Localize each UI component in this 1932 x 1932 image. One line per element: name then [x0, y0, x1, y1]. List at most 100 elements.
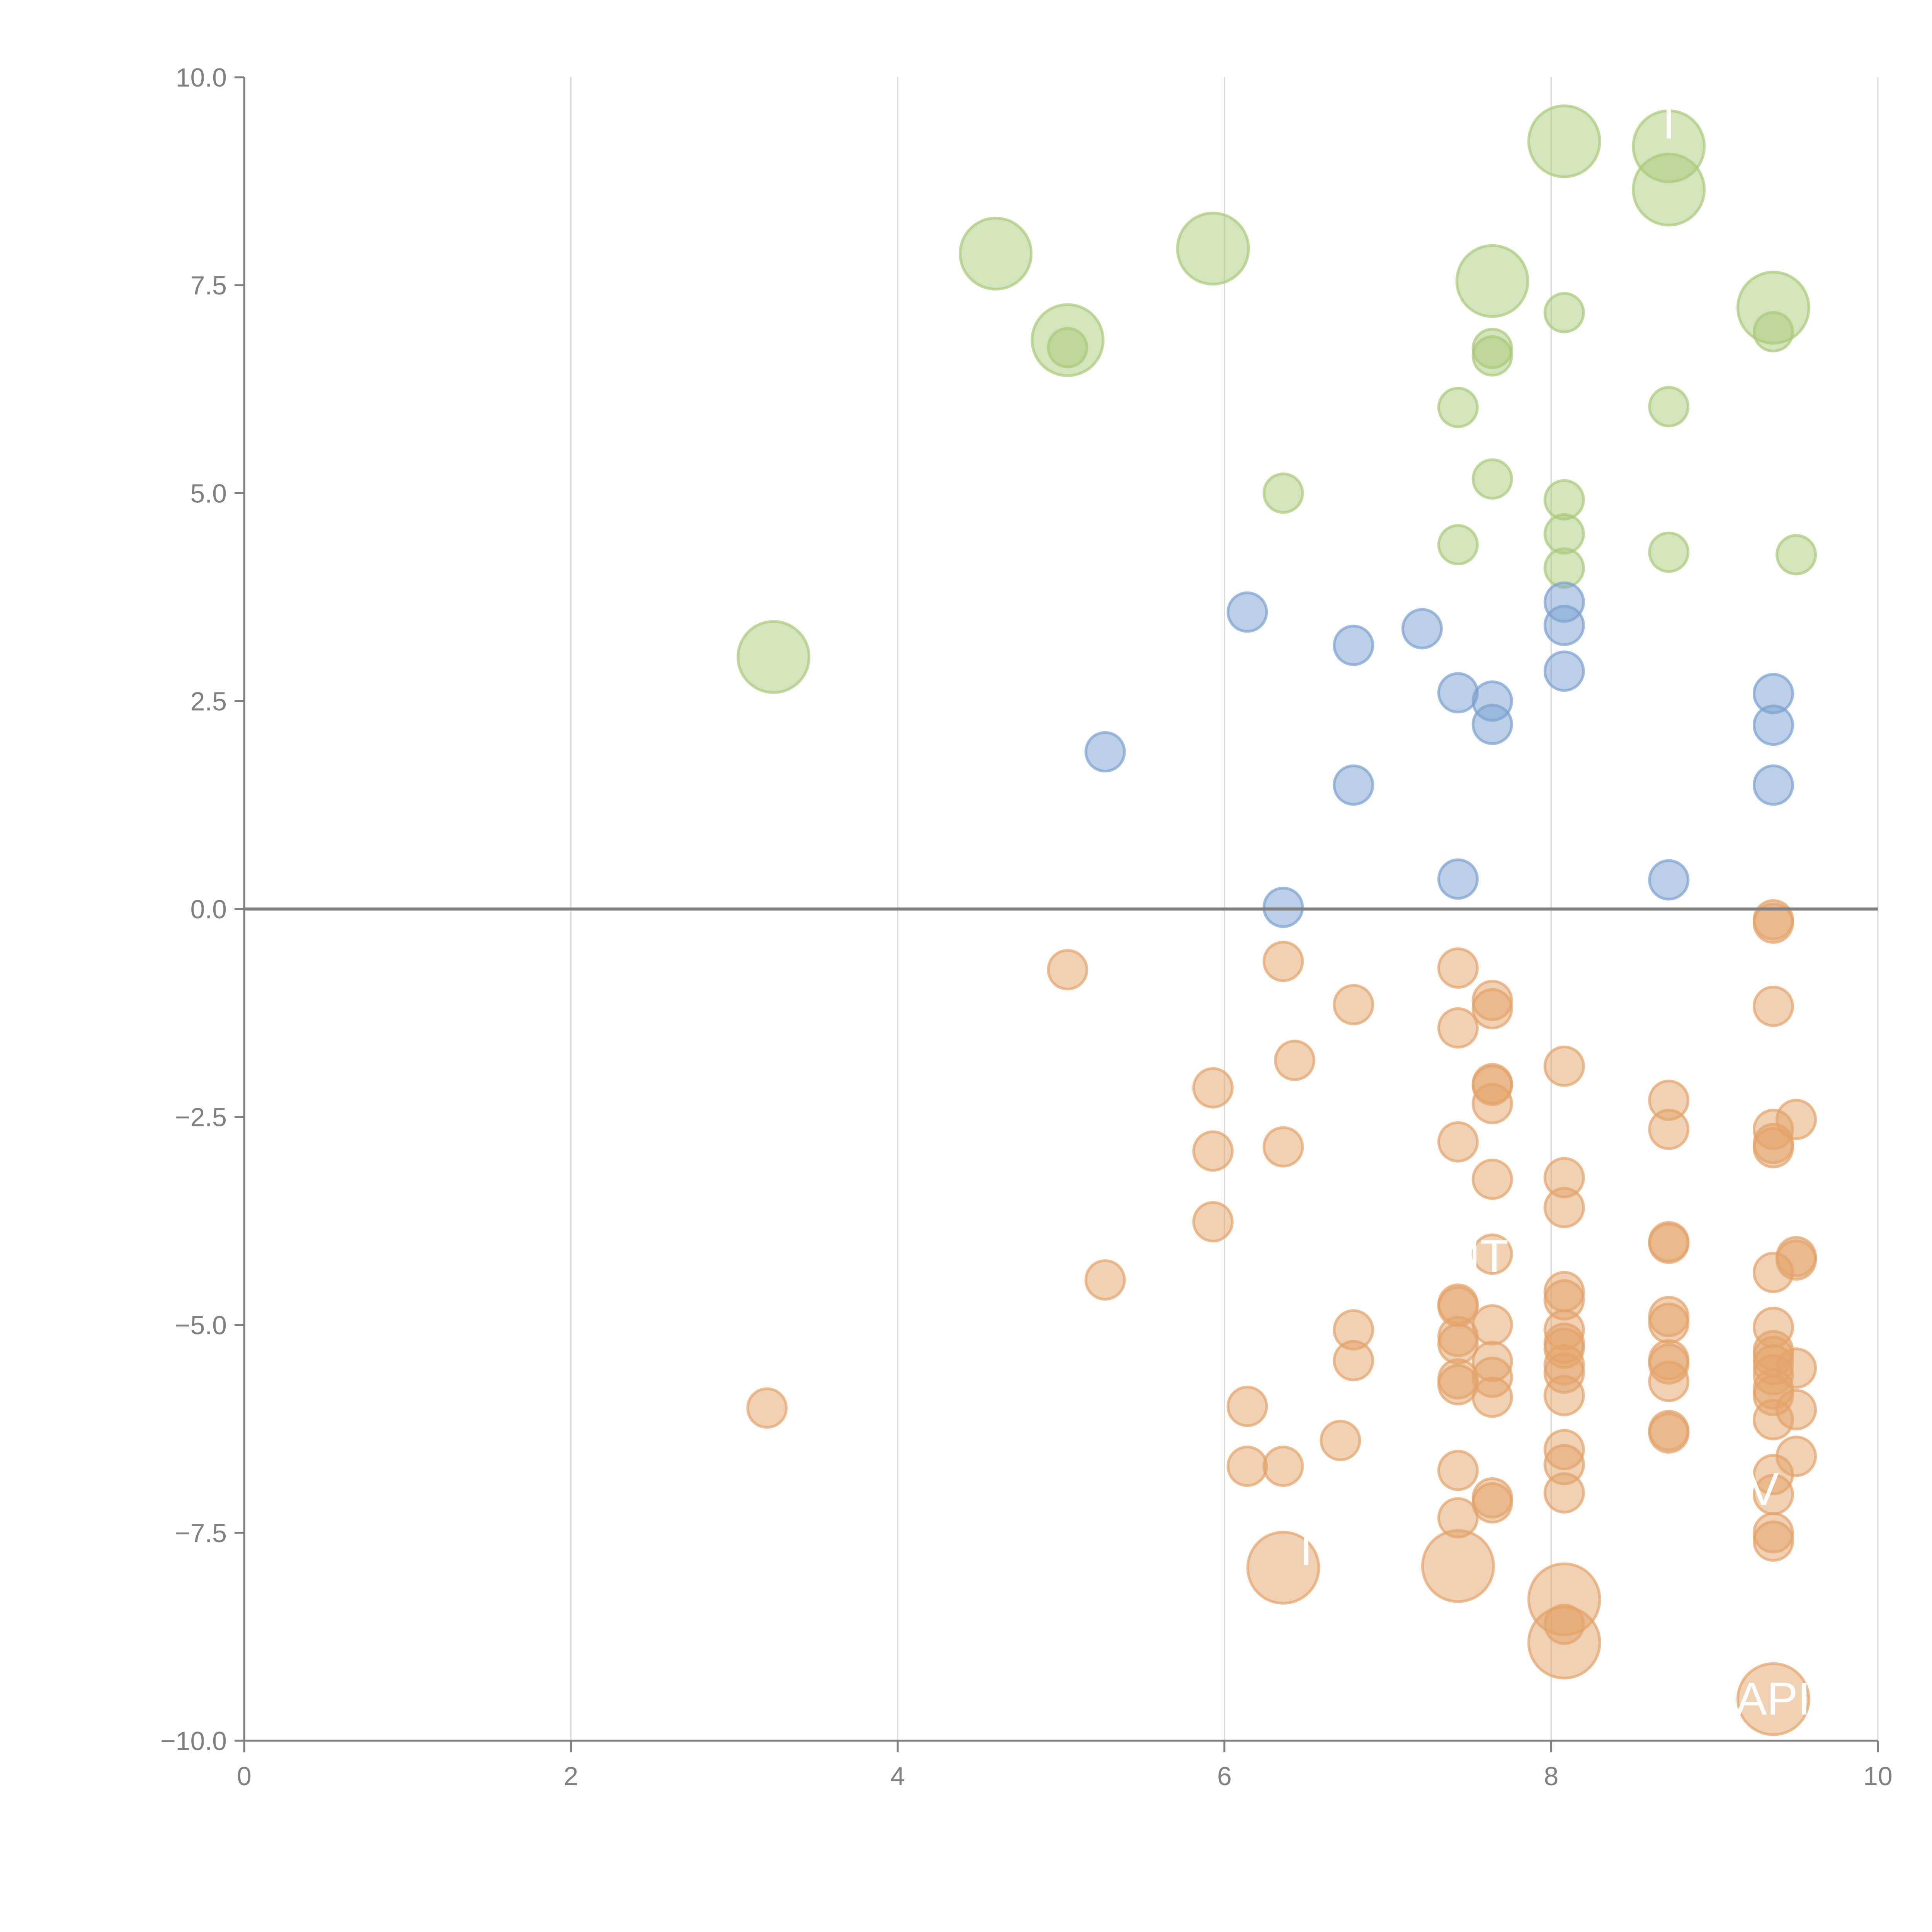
bubble-orange-11 — [1543, 1045, 1585, 1087]
bubble-orange-92 — [1421, 1529, 1495, 1603]
y-tick-label: 7.5 — [190, 271, 227, 300]
bubble-green-5 — [1455, 244, 1529, 318]
bubble-annotation-3: I — [1300, 1523, 1313, 1575]
bubble-green-12 — [1047, 327, 1088, 369]
x-tick-label: 8 — [1544, 1762, 1558, 1791]
bubble-orange-75 — [1320, 1420, 1361, 1461]
bubble-blue-16 — [1262, 886, 1304, 928]
bubble-green-4 — [1176, 211, 1250, 286]
bubble-orange-83 — [1543, 1472, 1585, 1514]
x-tick-label: 2 — [564, 1762, 578, 1791]
y-tick-label: 5.0 — [190, 479, 227, 508]
bubble-blue-5 — [1543, 650, 1585, 692]
bubble-green-11 — [1471, 335, 1513, 377]
bubble-orange-34 — [1752, 1252, 1794, 1293]
bubble-orange-42 — [1471, 1304, 1513, 1346]
bubble-orange-12 — [1192, 1067, 1234, 1109]
bubble-blue-14 — [1437, 858, 1479, 900]
bubble-blue-9 — [1471, 704, 1513, 745]
bubble-green-13 — [1752, 311, 1794, 353]
bubble-orange-15 — [1471, 1083, 1513, 1124]
bubble-orange-27 — [1543, 1187, 1585, 1228]
bubble-orange-24 — [1192, 1130, 1234, 1172]
y-tick-label: 0.0 — [190, 895, 227, 924]
bubble-green-21 — [1648, 531, 1690, 573]
bubble-green-3 — [959, 216, 1033, 291]
bubble-orange-23 — [1262, 1126, 1304, 1168]
bubble-orange-91 — [1246, 1531, 1320, 1605]
y-tick-label: −2.5 — [175, 1103, 227, 1132]
bubble-blue-6 — [1437, 672, 1479, 714]
bubble-orange-35 — [1084, 1259, 1126, 1301]
bubble-orange-8 — [1752, 985, 1794, 1027]
bubble-orange-69 — [1226, 1386, 1268, 1427]
bubble-orange-86 — [1471, 1482, 1513, 1524]
bubble-orange-6 — [1471, 988, 1513, 1030]
y-tick-label: 10.0 — [176, 63, 227, 92]
bubble-green-22 — [1776, 534, 1817, 576]
bubble-blue-12 — [1333, 764, 1374, 806]
bubble-annotation-5: API — [1736, 1673, 1811, 1725]
bubble-orange-22 — [1437, 1121, 1479, 1163]
bubble-blue-2 — [1543, 604, 1585, 646]
bubble-orange-18 — [1648, 1109, 1690, 1150]
bubble-blue-10 — [1752, 704, 1794, 746]
bubble-annotation-2: NT — [1447, 1230, 1509, 1282]
bubble-orange-89 — [1752, 1520, 1794, 1562]
bubble-orange-28 — [1192, 1201, 1234, 1243]
bubble-orange-21 — [1752, 1127, 1794, 1168]
bubble-orange-80 — [1262, 1446, 1304, 1487]
bubble-orange-67 — [1471, 1376, 1513, 1418]
bubble-green-17 — [1471, 458, 1513, 500]
bubble-annotation-0: I — [1662, 97, 1675, 148]
bubble-orange-4 — [1437, 947, 1479, 989]
bubble-green-20 — [1437, 524, 1479, 566]
bubble-orange-2 — [1047, 949, 1088, 991]
bubble-annotation-1: D — [1430, 280, 1463, 332]
bubble-orange-30 — [1648, 1223, 1690, 1264]
bubble-blue-15 — [1648, 859, 1690, 901]
bubble-blue-13 — [1752, 764, 1794, 806]
bubble-orange-94 — [1527, 1605, 1601, 1680]
bubble-orange-74 — [1648, 1412, 1690, 1454]
bubble-blue-11 — [1084, 731, 1126, 773]
bubble-orange-47 — [1437, 1323, 1479, 1365]
bubble-orange-7 — [1333, 984, 1374, 1026]
axes: 10.0 7.5 5.0 2.5 0.0 −2.5 −5.0 −7.5 −10.0 0 2 4 6 8 10 — [160, 63, 1893, 1791]
bubble-blue-4 — [1333, 624, 1374, 666]
bubble-green-14 — [1437, 387, 1479, 429]
bubble-orange-1 — [1752, 902, 1794, 944]
bubble-orange-63 — [1437, 1364, 1479, 1406]
bubbles — [736, 104, 1817, 1736]
bubble-blue-3 — [1401, 608, 1443, 650]
bubble-orange-79 — [1226, 1446, 1268, 1487]
bubble-orange-26 — [1471, 1158, 1513, 1200]
y-tick-label: 2.5 — [190, 687, 227, 716]
x-tick-label: 0 — [237, 1762, 252, 1791]
y-tick-label: −7.5 — [175, 1519, 227, 1548]
x-tick-label: 10 — [1863, 1762, 1893, 1791]
bubble-green-16 — [1262, 472, 1304, 514]
bubble-orange-81 — [1437, 1449, 1479, 1491]
bubble-orange-10 — [1274, 1039, 1316, 1081]
bubble-green-2 — [1632, 153, 1706, 227]
x-tick-label: 4 — [890, 1762, 905, 1791]
bubble-green-15 — [1648, 386, 1690, 427]
bubble-orange-53 — [1333, 1340, 1374, 1381]
bubble-annotation-4: V — [1748, 1463, 1779, 1515]
bubble-orange-64 — [1648, 1361, 1690, 1402]
bubble-green-0 — [1527, 104, 1601, 179]
bubble-blue-0 — [1226, 591, 1268, 633]
annotations: I D NT I V API — [1300, 97, 1811, 1725]
bubble-orange-70 — [746, 1387, 788, 1429]
bubble-orange-72 — [1752, 1399, 1794, 1440]
bubble-green-8 — [736, 620, 811, 694]
bubble-orange-68 — [1543, 1375, 1585, 1417]
bubble-orange-3 — [1262, 940, 1304, 982]
bubble-orange-9 — [1437, 1007, 1479, 1049]
bubble-orange-41 — [1648, 1302, 1690, 1344]
y-tick-label: −10.0 — [160, 1726, 227, 1756]
y-tick-label: −5.0 — [175, 1311, 227, 1340]
bubble-orange-31 — [1471, 1233, 1513, 1275]
